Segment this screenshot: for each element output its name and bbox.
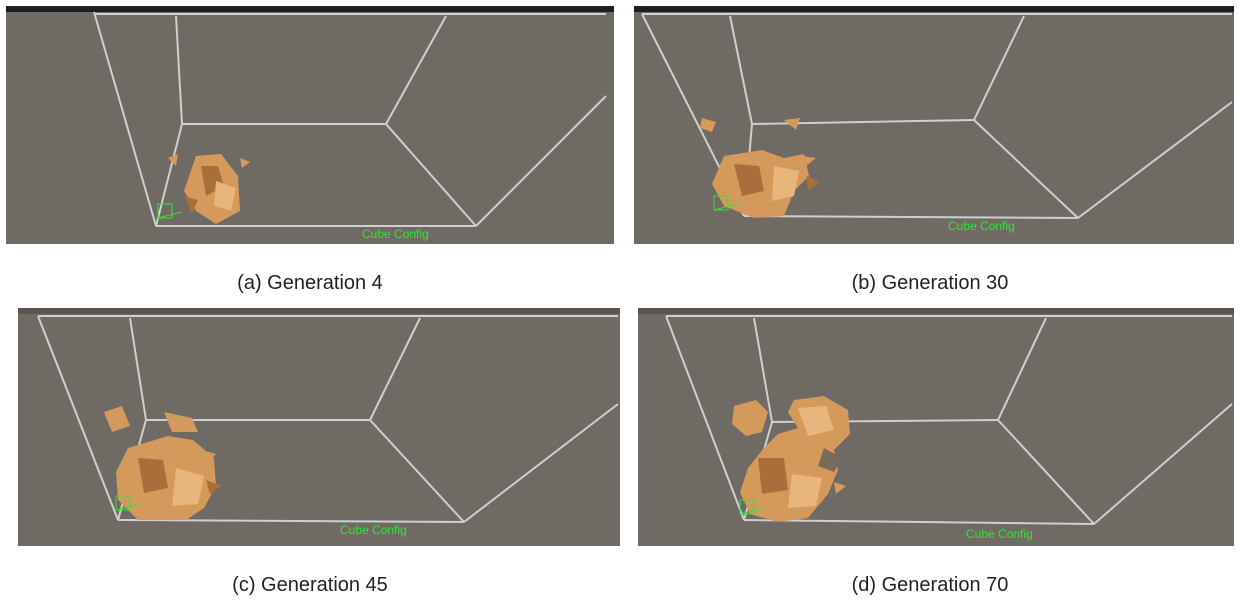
- caption-c: (c) Generation 45: [232, 574, 388, 596]
- gizmo-icon: [115, 495, 141, 511]
- scene-panel-a: Cube Config: [6, 6, 614, 244]
- caption-d: (d) Generation 70: [851, 574, 1009, 596]
- top-strip: [638, 308, 1234, 314]
- caption-a: (a) Generation 4: [237, 272, 383, 294]
- top-strip: [18, 308, 620, 314]
- cork-structure: [732, 396, 850, 522]
- overlay-label: Cube Config: [362, 227, 429, 241]
- overlay-label: Cube Config: [948, 219, 1015, 233]
- scene-panel-b: Cube Config: [634, 6, 1234, 244]
- gizmo-icon: [739, 499, 765, 515]
- cork-structure: [168, 154, 250, 224]
- scene-view-a: [93, 11, 607, 227]
- scene-panel-c: Cube Config: [18, 308, 620, 546]
- wireframe-box: [93, 11, 607, 227]
- cork-structure: [700, 118, 820, 218]
- scene-view-b: [641, 13, 1233, 219]
- scene-view-c: [37, 315, 619, 523]
- caption-b: (b) Generation 30: [851, 272, 1009, 294]
- scene-view-d: [665, 315, 1233, 525]
- overlay-label: Cube Config: [966, 527, 1033, 541]
- top-strip: [6, 6, 614, 12]
- top-strip: [634, 6, 1234, 12]
- scene-panel-d: Cube Config: [638, 308, 1234, 546]
- gizmo-icon: [713, 195, 739, 211]
- cork-structure: [104, 406, 222, 520]
- overlay-label: Cube Config: [340, 523, 407, 537]
- gizmo-icon: [157, 203, 183, 219]
